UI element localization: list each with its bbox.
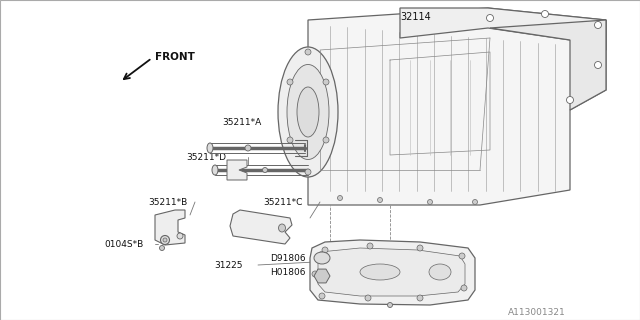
Ellipse shape <box>245 145 251 151</box>
Text: H01806: H01806 <box>270 268 305 277</box>
Ellipse shape <box>595 61 602 68</box>
Ellipse shape <box>367 243 373 249</box>
Polygon shape <box>227 160 247 180</box>
Polygon shape <box>400 8 606 50</box>
Text: 35211*D: 35211*D <box>186 153 226 162</box>
Ellipse shape <box>262 167 268 172</box>
Ellipse shape <box>417 295 423 301</box>
Ellipse shape <box>297 87 319 137</box>
Ellipse shape <box>378 197 383 203</box>
Ellipse shape <box>461 285 467 291</box>
Ellipse shape <box>287 79 293 85</box>
Ellipse shape <box>428 199 433 204</box>
Ellipse shape <box>429 264 451 280</box>
Text: 0104S*B: 0104S*B <box>104 240 143 249</box>
Text: 35211*B: 35211*B <box>148 198 188 207</box>
Ellipse shape <box>365 295 371 301</box>
Ellipse shape <box>417 245 423 251</box>
Ellipse shape <box>278 224 285 232</box>
Ellipse shape <box>541 11 548 18</box>
Ellipse shape <box>177 233 183 239</box>
Text: 35211*C: 35211*C <box>263 198 302 207</box>
Ellipse shape <box>312 271 318 277</box>
Text: A113001321: A113001321 <box>508 308 566 317</box>
Polygon shape <box>490 20 606 110</box>
Text: 35211*A: 35211*A <box>222 118 261 127</box>
Ellipse shape <box>212 165 218 175</box>
Polygon shape <box>308 8 606 205</box>
Text: D91806: D91806 <box>270 254 306 263</box>
Ellipse shape <box>207 143 213 153</box>
Ellipse shape <box>159 245 164 251</box>
Ellipse shape <box>323 79 329 85</box>
Polygon shape <box>155 210 185 245</box>
Ellipse shape <box>486 14 493 21</box>
Ellipse shape <box>323 137 329 143</box>
Ellipse shape <box>566 97 573 103</box>
Text: 0104S*A: 0104S*A <box>314 290 353 299</box>
Ellipse shape <box>322 247 328 253</box>
Text: 31225: 31225 <box>214 261 243 270</box>
Polygon shape <box>318 248 465 296</box>
Ellipse shape <box>161 236 170 244</box>
Ellipse shape <box>459 253 465 259</box>
Ellipse shape <box>360 264 400 280</box>
Ellipse shape <box>319 293 325 299</box>
Ellipse shape <box>287 137 293 143</box>
Ellipse shape <box>472 199 477 204</box>
Ellipse shape <box>305 49 311 55</box>
Ellipse shape <box>287 65 329 159</box>
Ellipse shape <box>595 21 602 28</box>
Polygon shape <box>314 269 330 283</box>
Ellipse shape <box>278 47 338 177</box>
Ellipse shape <box>387 302 392 308</box>
Ellipse shape <box>314 252 330 264</box>
Ellipse shape <box>163 238 167 242</box>
Text: FRONT: FRONT <box>155 52 195 62</box>
Polygon shape <box>230 210 292 244</box>
Polygon shape <box>310 240 475 305</box>
Ellipse shape <box>337 196 342 201</box>
Ellipse shape <box>305 169 311 175</box>
Text: 32114: 32114 <box>400 12 431 22</box>
